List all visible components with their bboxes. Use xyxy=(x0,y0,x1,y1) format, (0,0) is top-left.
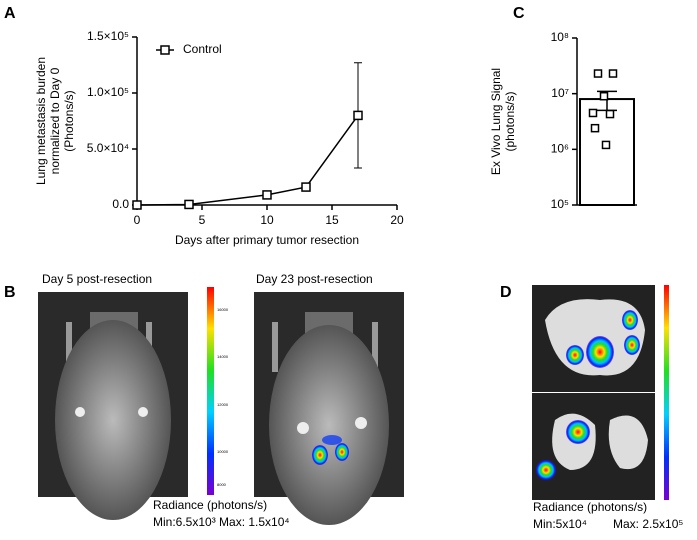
colorbar-label: 16000 xyxy=(217,307,229,312)
caption: Radiance (photons/s) xyxy=(533,500,647,514)
y-axis-label: (Photons/s) xyxy=(62,90,76,151)
panel-letter: A xyxy=(4,5,16,22)
panel-letter: B xyxy=(4,284,16,301)
colorbar xyxy=(207,287,214,495)
caption: Radiance (photons/s) xyxy=(153,498,267,512)
y-tick-label: 1.5×10⁵ xyxy=(87,29,129,43)
x-tick-label: 10 xyxy=(260,213,274,227)
y-tick-label: 10⁵ xyxy=(551,197,569,211)
x-tick-label: 20 xyxy=(390,213,404,227)
y-axis-label: normalized to Day 0 xyxy=(48,67,62,174)
colorbar xyxy=(664,285,669,500)
marker xyxy=(184,199,194,210)
y-axis-label: (photons/s) xyxy=(503,91,517,151)
image-title: Day 5 post-resection xyxy=(42,272,152,286)
point xyxy=(599,91,609,101)
legend-marker xyxy=(160,45,170,55)
point xyxy=(601,140,611,150)
panel-letter: D xyxy=(500,284,512,301)
point xyxy=(605,109,615,119)
lung-image xyxy=(532,393,655,500)
caption: Min:6.5x10³ Max: 1.5x10⁴ xyxy=(153,515,290,529)
marker xyxy=(301,182,311,192)
y-tick-label: 1.0×10⁵ xyxy=(87,85,129,99)
y-tick-label: 5.0×10⁴ xyxy=(87,141,129,155)
x-axis-label: Days after primary tumor resection xyxy=(175,233,359,247)
y-tick-label: 10⁸ xyxy=(551,30,569,44)
x-tick-label: 0 xyxy=(134,213,141,227)
x-tick-label: 15 xyxy=(325,213,339,227)
y-tick-label: 10⁷ xyxy=(551,86,569,100)
colorbar-label: 12000 xyxy=(217,402,229,407)
marker xyxy=(262,190,272,200)
y-axis-label: Lung metastasis burden xyxy=(34,57,48,185)
point xyxy=(608,69,618,78)
point xyxy=(588,108,598,118)
marker xyxy=(132,200,142,210)
image-title: Day 23 post-resection xyxy=(256,272,373,286)
y-axis-label: Ex Vivo Lung Signal xyxy=(489,68,503,175)
mouse-image xyxy=(38,292,188,520)
colorbar-label: 8000 xyxy=(217,482,227,487)
colorbar-label: 10000 xyxy=(217,449,229,454)
x-tick-label: 5 xyxy=(199,213,206,227)
line xyxy=(136,114,359,206)
y-tick-label: 10⁶ xyxy=(551,142,569,156)
point xyxy=(593,69,603,78)
legend-label: Control xyxy=(183,42,222,56)
colorbar-label: 14000 xyxy=(217,354,229,359)
caption: Min:5x10⁴ xyxy=(533,517,587,531)
caption: Max: 2.5x10⁵ xyxy=(613,517,683,531)
panel-letter: C xyxy=(513,5,525,22)
mouse-image xyxy=(254,292,404,525)
marker xyxy=(353,110,363,121)
lung-image xyxy=(532,285,655,392)
y-tick-label: 0.0 xyxy=(112,197,129,211)
point xyxy=(590,123,600,133)
